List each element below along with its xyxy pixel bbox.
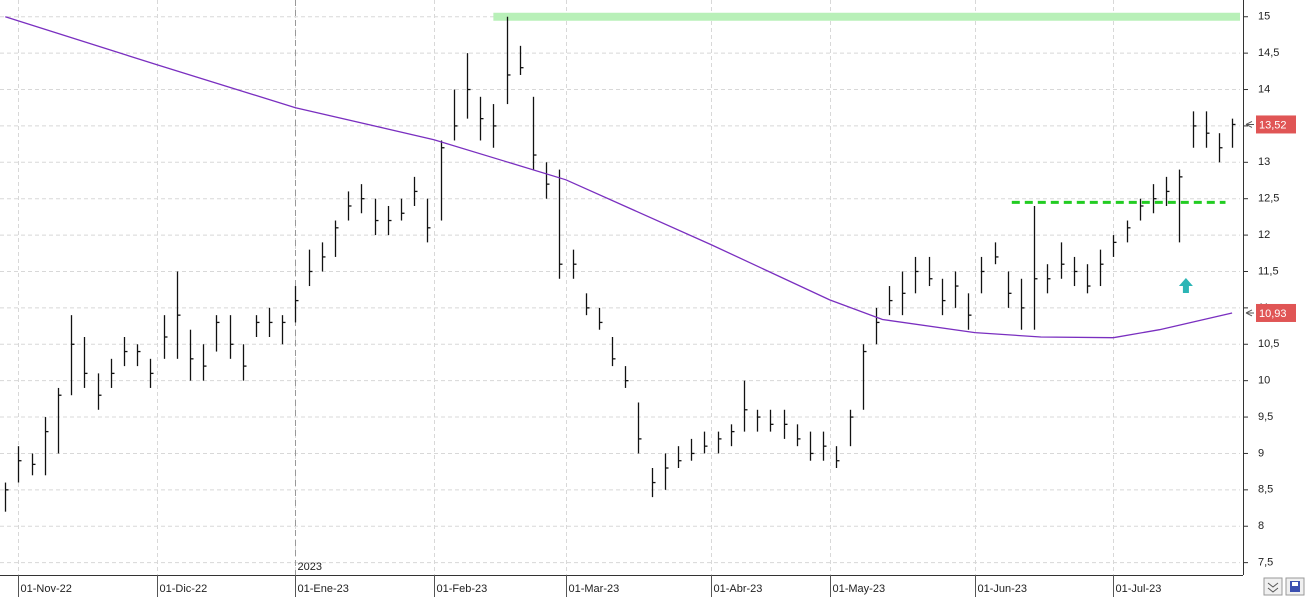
signal-arrow: [1178, 278, 1193, 294]
year-marker-label: 2023: [298, 561, 322, 573]
moving-average: [5, 16, 1233, 339]
x-tick-label: 01-Feb-23: [437, 583, 488, 595]
y-tick-label: 9,5: [1258, 411, 1273, 423]
x-tick-label: 01-May-23: [833, 583, 886, 595]
y-tick-label: 13: [1258, 156, 1270, 168]
save-icon-label: [1292, 582, 1298, 586]
y-tick-label: 14,5: [1258, 47, 1279, 59]
price-label-box: [1256, 115, 1296, 134]
collapse-icon: [1267, 582, 1279, 593]
price-label-box: [1256, 303, 1296, 322]
y-tick-label: 12: [1258, 229, 1270, 241]
price-label: 10,93: [1259, 308, 1287, 320]
x-tick-label: 01-Jun-23: [978, 583, 1028, 595]
y-tick-label: 10,5: [1258, 338, 1279, 350]
y-tick-label: 9: [1258, 447, 1264, 459]
y-tick-label: 8,5: [1258, 484, 1273, 496]
x-tick-label: 01-Nov-22: [21, 583, 72, 595]
y-tick-label: 14: [1258, 83, 1270, 95]
y-tick-label: 11,5: [1258, 265, 1279, 277]
price-label-pointer: [1245, 309, 1254, 317]
x-tick-label: 01-Jul-23: [1116, 583, 1162, 595]
y-tick-label: 7,5: [1258, 557, 1273, 569]
price-label-pointer: [1245, 121, 1254, 128]
plot: [4, 12, 1240, 512]
save-icon: [1290, 581, 1300, 592]
y-tick-label: 10: [1258, 375, 1270, 387]
y-tick-label: 12,5: [1258, 193, 1279, 205]
y-tick-label: 8: [1258, 520, 1264, 532]
x-tick-label: 01-Abr-23: [714, 583, 763, 595]
toolbar: [1263, 577, 1305, 596]
price-label: 13,52: [1259, 119, 1287, 131]
x-tick-label: 01-Dic-22: [160, 583, 208, 595]
y-tick-label: 15: [1258, 11, 1270, 23]
x-tick-label: 01-Ene-23: [298, 583, 349, 595]
x-tick-label: 01-Mar-23: [569, 583, 620, 595]
